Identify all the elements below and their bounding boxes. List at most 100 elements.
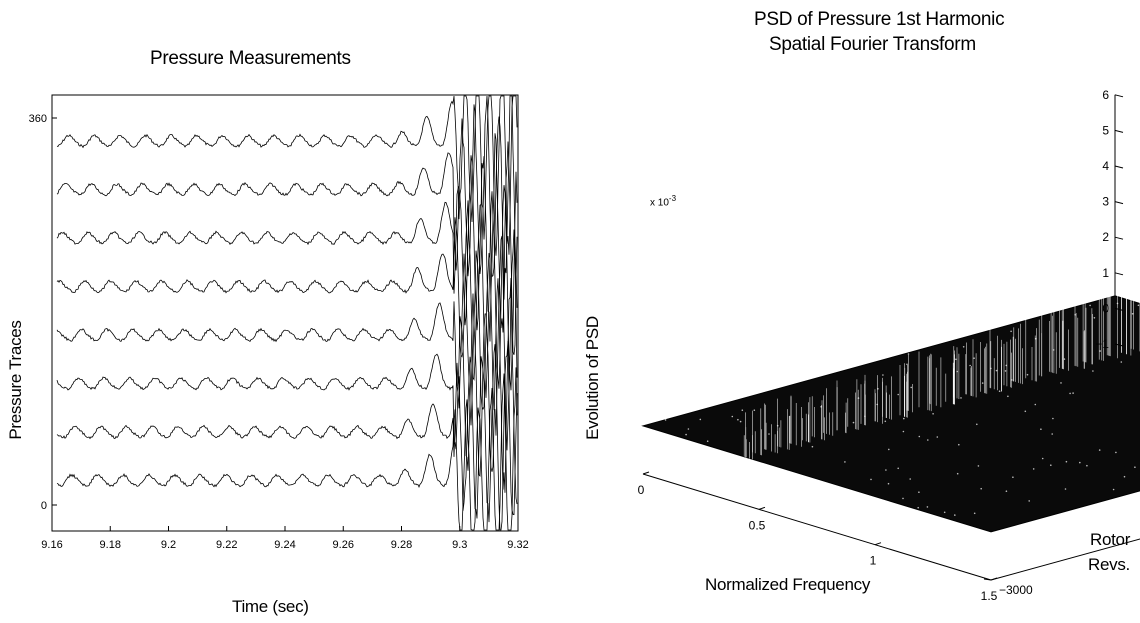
zmultiplier-base: x 10 [650, 197, 669, 209]
surface-speckle [910, 386, 912, 389]
surface-speckle [998, 390, 1001, 393]
surface-speckle [687, 428, 690, 430]
surface-speckle [958, 443, 960, 446]
surface-speckle [1131, 313, 1134, 315]
surface-speckle [1040, 428, 1042, 431]
right-surface [641, 239, 1140, 533]
surface-speckle [1012, 476, 1014, 479]
surface-speckle [918, 491, 920, 494]
surface-speckle [885, 469, 887, 471]
right-z-tick-label: 4 [1102, 159, 1109, 173]
left-x-tick-label: 9.26 [333, 539, 354, 551]
surface-speckle [906, 363, 908, 366]
surface-speckle [907, 353, 910, 355]
surface-speckle [882, 374, 884, 376]
right-z-tick-mark [1114, 129, 1124, 133]
surface-speckle [1134, 466, 1136, 469]
surface-speckle [706, 440, 709, 443]
left-y-tick-label: 0 [41, 500, 47, 512]
surface-speckle [902, 497, 904, 500]
right-x-tick-mark [758, 506, 766, 510]
surface-speckle [753, 409, 756, 412]
surface-speckle [960, 397, 962, 399]
surface-speckle [768, 433, 770, 435]
surface-speckle [1072, 392, 1074, 394]
pressure-trace [56, 95, 518, 256]
surface-speckle [932, 413, 934, 415]
surface-speckle [1010, 330, 1012, 333]
surface-speckle [1115, 451, 1117, 454]
left-x-tick-label: 9.3 [452, 539, 467, 551]
left-x-tick-label: 9.32 [507, 539, 528, 551]
surface-speckle [927, 439, 929, 441]
surface-speckle [917, 506, 919, 509]
surface-speckle [664, 419, 667, 421]
surface-speckle [897, 393, 899, 396]
left-chart-xlabel: Time (sec) [232, 597, 309, 616]
right-chart-ylabel-rotor: Rotor [1090, 530, 1131, 549]
surface-speckle [844, 461, 846, 463]
right-freq-axis [642, 473, 992, 581]
right-z-tick-label: 1 [1102, 266, 1109, 280]
surface-speckle [981, 382, 984, 384]
surface-speckle [1089, 304, 1091, 307]
surface-speckle [1086, 464, 1088, 467]
surface-speckle [884, 420, 887, 423]
right-chart-xlabel: Normalized Frequency [705, 575, 871, 594]
right-z-tick-mark [1114, 272, 1124, 276]
surface-speckle [888, 448, 890, 451]
left-x-tick-label: 9.18 [100, 539, 121, 551]
surface-speckle [918, 435, 921, 438]
right-x-tick-mark [990, 577, 998, 581]
surface-speckle [954, 514, 956, 516]
surface-speckle [1112, 488, 1115, 491]
left-traces [56, 95, 518, 531]
surface-speckle [955, 358, 957, 361]
right-rotor-axis [990, 538, 1140, 581]
pressure-trace [56, 171, 518, 398]
surface-speckle [973, 357, 975, 360]
surface-speckle [1098, 449, 1101, 451]
surface-speckle [926, 506, 929, 508]
right-x-tick-label: 1 [870, 554, 877, 568]
right-x-tick-label: 1.5 [981, 589, 998, 603]
surface-speckle [852, 421, 855, 424]
surface-speckle [1005, 490, 1008, 493]
left-x-tick-label: 9.22 [216, 539, 237, 551]
pressure-trace [56, 340, 518, 531]
surface-speckle [897, 467, 899, 470]
surface-speckle [1051, 433, 1053, 435]
surface-speckle [1065, 460, 1068, 463]
right-y-tick-label: −3000 [999, 583, 1033, 597]
right-chart-zlabel: Evolution of PSD [583, 316, 602, 440]
surface-speckle [1099, 350, 1101, 352]
right-z-tick-mark [1114, 201, 1124, 205]
surface-speckle [737, 418, 739, 421]
right-z-tick-mark [1114, 165, 1124, 169]
surface-speckle [977, 465, 980, 467]
surface-speckle [1007, 395, 1009, 398]
pressure-trace [56, 367, 518, 531]
right-x-tick-label: 0 [638, 483, 645, 497]
surface-speckle [699, 418, 702, 421]
surface-speckle [1052, 417, 1054, 420]
left-x-ticks: 9.16 9.18 9.2 9.22 9.24 9.26 9.28 9.3 9.32 [41, 526, 529, 551]
surface-speckle [962, 346, 965, 348]
right-z-tick-label: −1 [1095, 337, 1109, 351]
surface-speckle [1024, 410, 1027, 413]
pressure-trace [56, 229, 518, 451]
surface-speckle [887, 482, 890, 485]
right-z-tick-mark [1114, 236, 1124, 240]
left-y-tick-label: 360 [29, 113, 47, 125]
surface-speckle [1079, 461, 1081, 464]
surface-speckle [1060, 382, 1062, 384]
left-plot-frame [51, 94, 519, 532]
right-z-tick-mark [1114, 94, 1124, 98]
surface-speckle [739, 420, 742, 423]
left-x-tick-label: 9.28 [391, 539, 412, 551]
right-chart-title-line1: PSD of Pressure 1st Harmonic [754, 9, 1005, 30]
left-chart-plot: 9.16 9.18 9.2 9.22 9.24 9.26 9.28 9.3 9.32 0 360 [29, 94, 529, 551]
surface-speckle [902, 430, 905, 433]
